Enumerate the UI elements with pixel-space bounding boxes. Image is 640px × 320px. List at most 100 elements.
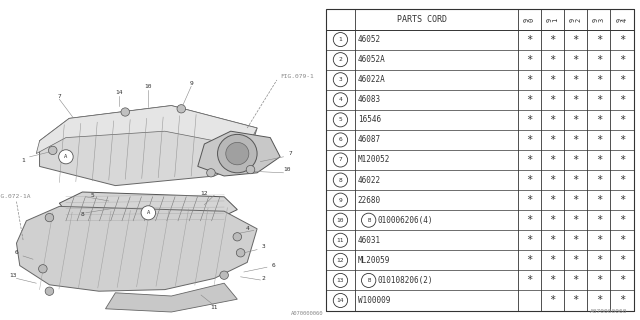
Text: 9
3: 9 3 bbox=[593, 17, 605, 22]
Text: *: * bbox=[619, 135, 625, 145]
Text: 10: 10 bbox=[337, 218, 344, 223]
Text: *: * bbox=[596, 35, 602, 44]
Text: 22680: 22680 bbox=[358, 196, 381, 205]
Text: 6: 6 bbox=[339, 137, 342, 142]
Text: *: * bbox=[619, 235, 625, 245]
Text: *: * bbox=[526, 155, 532, 165]
Text: *: * bbox=[526, 276, 532, 285]
Text: *: * bbox=[573, 255, 579, 265]
Circle shape bbox=[220, 271, 228, 279]
Text: 5: 5 bbox=[90, 193, 94, 198]
Text: *: * bbox=[573, 235, 579, 245]
Text: *: * bbox=[573, 175, 579, 185]
Text: *: * bbox=[549, 195, 556, 205]
Text: 010108206(2): 010108206(2) bbox=[378, 276, 433, 285]
Text: *: * bbox=[596, 75, 602, 85]
Text: *: * bbox=[526, 255, 532, 265]
Text: *: * bbox=[549, 135, 556, 145]
Polygon shape bbox=[106, 283, 237, 312]
Text: *: * bbox=[549, 295, 556, 306]
Text: 3: 3 bbox=[262, 244, 266, 249]
Text: *: * bbox=[573, 215, 579, 225]
Text: 9: 9 bbox=[339, 198, 342, 203]
Text: *: * bbox=[549, 95, 556, 105]
Circle shape bbox=[333, 173, 348, 187]
Polygon shape bbox=[40, 106, 257, 186]
Text: *: * bbox=[596, 276, 602, 285]
Text: 9: 9 bbox=[189, 81, 193, 86]
Text: 2: 2 bbox=[339, 57, 342, 62]
Text: *: * bbox=[619, 195, 625, 205]
Text: 11: 11 bbox=[337, 238, 344, 243]
Circle shape bbox=[226, 142, 249, 165]
Text: *: * bbox=[596, 95, 602, 105]
Text: *: * bbox=[619, 75, 625, 85]
Text: *: * bbox=[526, 95, 532, 105]
Text: *: * bbox=[573, 135, 579, 145]
Text: 10: 10 bbox=[283, 167, 291, 172]
Text: *: * bbox=[619, 115, 625, 125]
Text: M120052: M120052 bbox=[358, 156, 390, 164]
Circle shape bbox=[333, 193, 348, 207]
Circle shape bbox=[246, 165, 255, 174]
Circle shape bbox=[59, 150, 73, 164]
Text: 46031: 46031 bbox=[358, 236, 381, 245]
Text: *: * bbox=[549, 276, 556, 285]
Text: *: * bbox=[596, 255, 602, 265]
Text: 9
1: 9 1 bbox=[547, 17, 558, 22]
Text: *: * bbox=[596, 155, 602, 165]
Circle shape bbox=[333, 253, 348, 268]
Text: *: * bbox=[526, 35, 532, 44]
Text: *: * bbox=[526, 175, 532, 185]
Text: A070000060: A070000060 bbox=[589, 308, 627, 314]
Circle shape bbox=[177, 105, 186, 113]
Circle shape bbox=[233, 233, 241, 241]
Text: *: * bbox=[573, 115, 579, 125]
Text: 8: 8 bbox=[81, 212, 84, 217]
Polygon shape bbox=[198, 131, 280, 176]
Circle shape bbox=[333, 33, 348, 47]
Text: 46022A: 46022A bbox=[358, 75, 385, 84]
Text: ML20059: ML20059 bbox=[358, 256, 390, 265]
Text: 7: 7 bbox=[339, 157, 342, 163]
Text: *: * bbox=[526, 215, 532, 225]
Text: *: * bbox=[619, 155, 625, 165]
Text: 11: 11 bbox=[211, 305, 218, 310]
Text: 46052A: 46052A bbox=[358, 55, 385, 64]
Circle shape bbox=[333, 93, 348, 107]
Text: *: * bbox=[526, 115, 532, 125]
Text: B: B bbox=[367, 278, 371, 283]
Text: *: * bbox=[596, 55, 602, 65]
Text: *: * bbox=[619, 175, 625, 185]
Text: *: * bbox=[619, 215, 625, 225]
Text: *: * bbox=[619, 276, 625, 285]
Circle shape bbox=[333, 153, 348, 167]
Text: 6: 6 bbox=[15, 250, 19, 255]
Text: *: * bbox=[549, 235, 556, 245]
Text: FIG.072-1A: FIG.072-1A bbox=[0, 194, 31, 199]
Circle shape bbox=[38, 265, 47, 273]
Text: 14: 14 bbox=[115, 90, 122, 95]
Circle shape bbox=[333, 73, 348, 87]
Circle shape bbox=[207, 169, 215, 177]
Text: A: A bbox=[147, 210, 150, 215]
Text: 4: 4 bbox=[339, 97, 342, 102]
Text: *: * bbox=[573, 35, 579, 44]
Circle shape bbox=[333, 233, 348, 247]
Text: *: * bbox=[596, 135, 602, 145]
Circle shape bbox=[333, 113, 348, 127]
Text: 1: 1 bbox=[339, 37, 342, 42]
Polygon shape bbox=[17, 206, 257, 291]
Text: *: * bbox=[596, 235, 602, 245]
Text: 7: 7 bbox=[288, 151, 292, 156]
Circle shape bbox=[362, 213, 376, 227]
Circle shape bbox=[333, 213, 348, 227]
Text: *: * bbox=[549, 155, 556, 165]
Text: 13: 13 bbox=[10, 273, 17, 278]
Text: *: * bbox=[619, 95, 625, 105]
Text: *: * bbox=[573, 276, 579, 285]
Text: A: A bbox=[64, 154, 68, 159]
Text: FIG.079-1: FIG.079-1 bbox=[280, 74, 314, 79]
Text: 46022: 46022 bbox=[358, 176, 381, 185]
Circle shape bbox=[49, 146, 57, 155]
